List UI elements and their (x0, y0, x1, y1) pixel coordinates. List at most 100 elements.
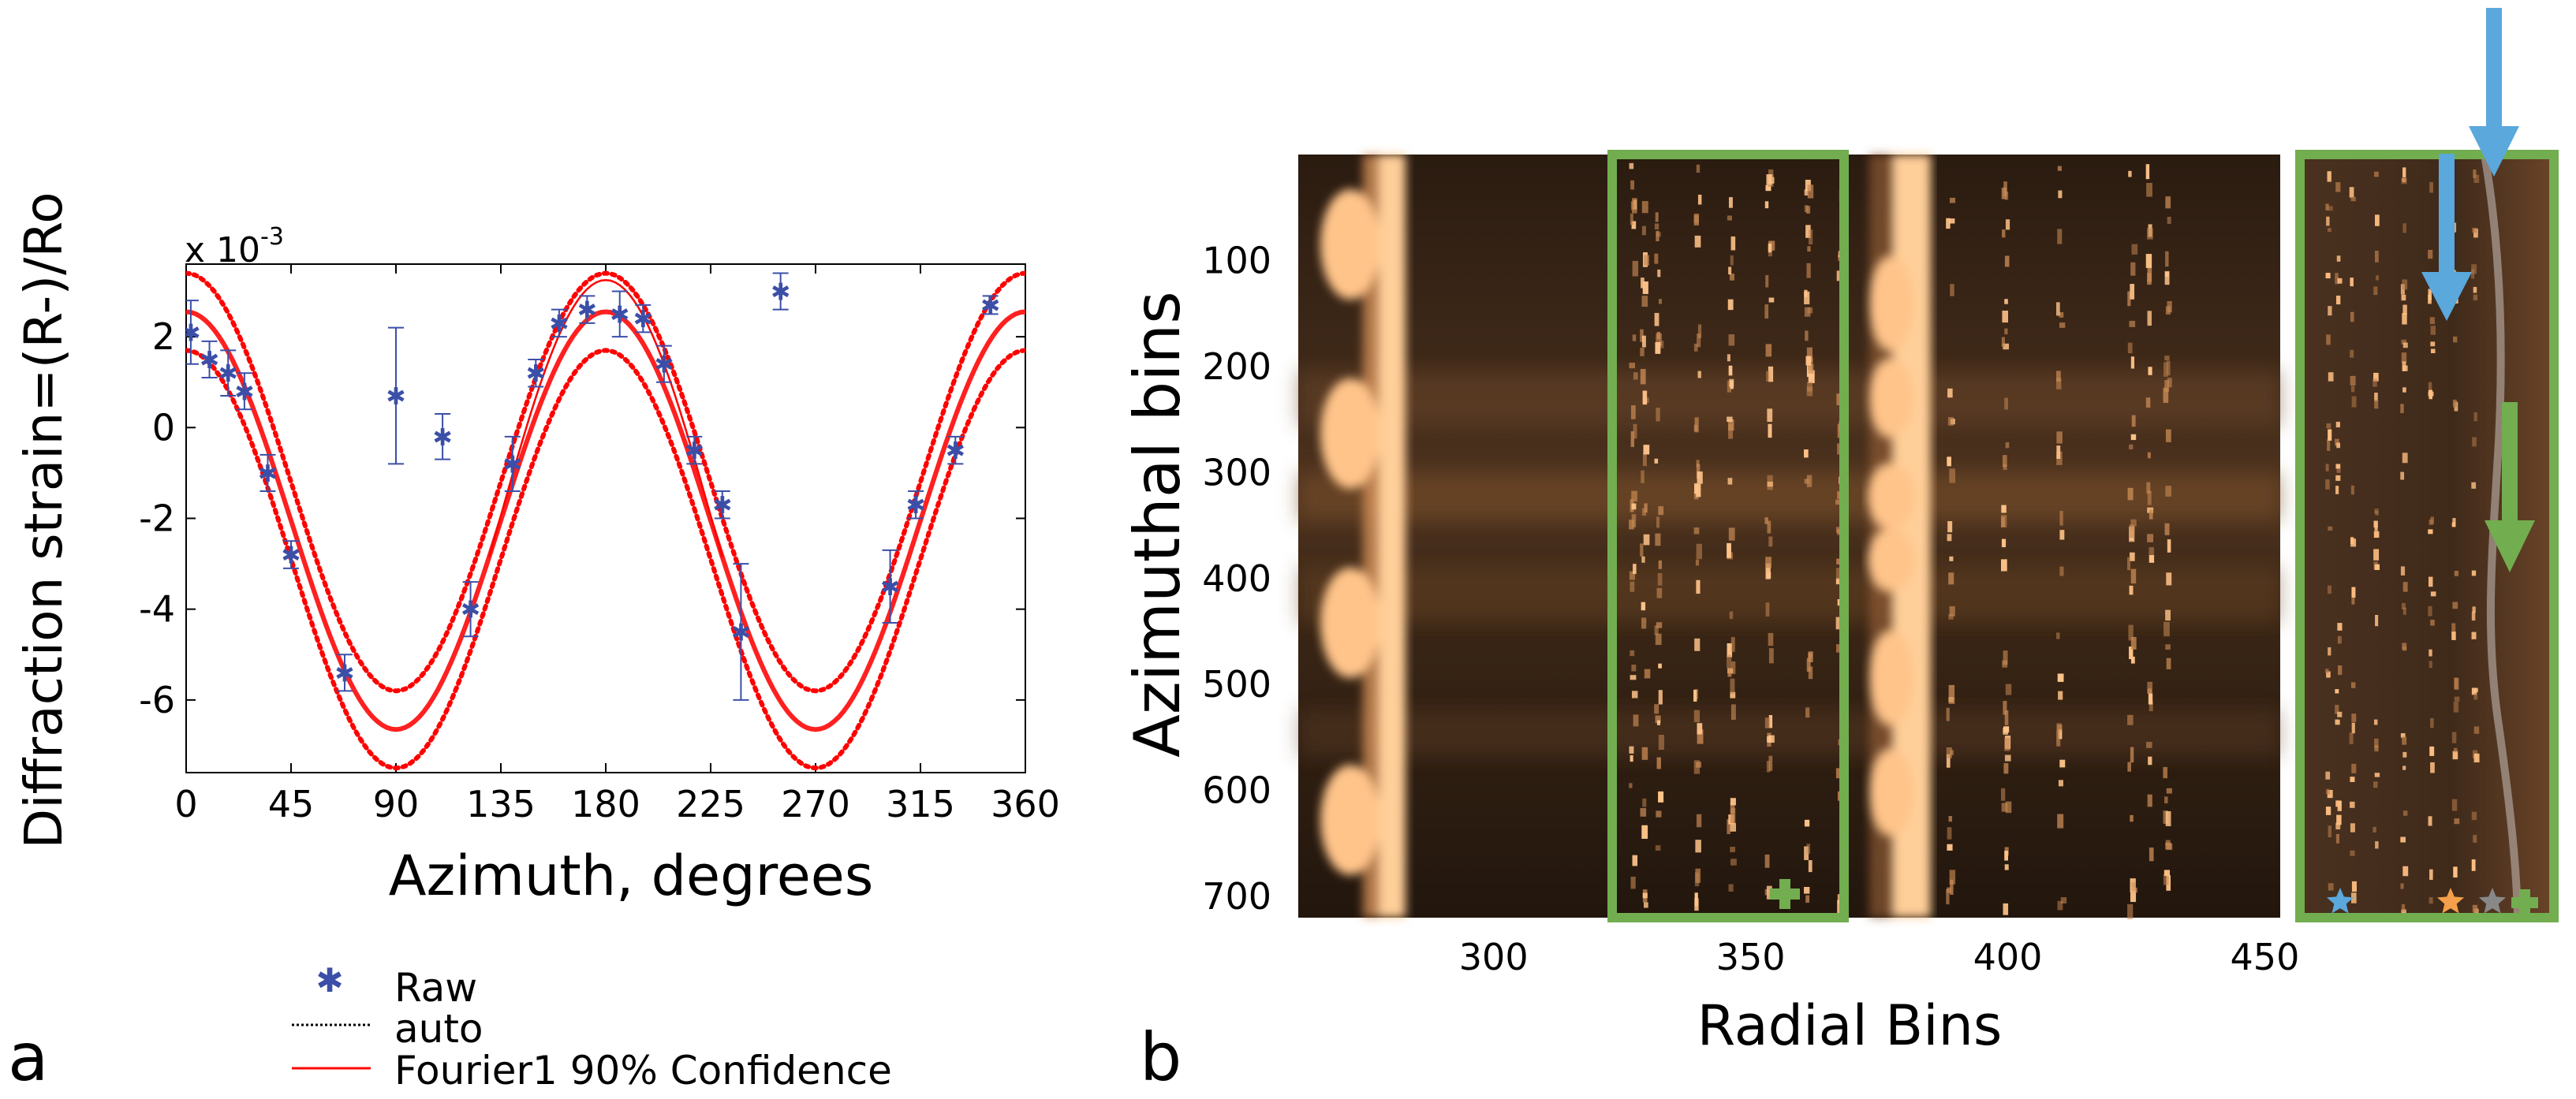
streak (1693, 690, 1697, 702)
streak (2127, 762, 2131, 772)
streak (2056, 302, 2060, 316)
streak (1804, 449, 1809, 458)
streak (2163, 621, 2170, 637)
streak (1947, 521, 1953, 533)
streak (1730, 859, 1737, 866)
streak (1948, 684, 1955, 700)
raw-point: ✱ (610, 290, 629, 338)
streak (2327, 789, 2333, 799)
streak (2149, 555, 2155, 563)
streak (1835, 617, 1840, 630)
streak (2004, 397, 2008, 410)
streak (1633, 564, 1637, 575)
streak (1696, 483, 1701, 497)
streak (2128, 170, 2132, 177)
streak (2400, 566, 2406, 576)
streak (1805, 225, 1811, 238)
streak (1729, 378, 1734, 387)
streak (2429, 317, 2435, 325)
streak (1835, 527, 1842, 533)
streak (2473, 169, 2477, 178)
streak (1697, 333, 1701, 348)
streak (2165, 486, 2171, 497)
streak (1768, 536, 1773, 547)
streak (1948, 218, 1955, 224)
streak (1727, 215, 1732, 221)
streak (2145, 254, 2152, 268)
streak (2351, 881, 2357, 892)
svg-text:✱: ✱ (334, 660, 354, 687)
streak (1697, 324, 1702, 339)
y-tick-label: -2 (139, 497, 175, 540)
streak (2335, 278, 2339, 285)
green-cross-marker-icon (2511, 889, 2538, 916)
streak (2146, 228, 2153, 240)
streak (2165, 306, 2171, 315)
streak (2430, 591, 2436, 597)
blue-star-marker-icon (2326, 888, 2354, 914)
streak (1727, 416, 1733, 423)
streak (2337, 623, 2343, 631)
streak (2130, 656, 2135, 664)
streak (2452, 399, 2457, 408)
svg-text:✱: ✱ (281, 542, 301, 570)
streak (1630, 581, 1635, 592)
streak (2336, 442, 2341, 449)
svg-text:✱: ✱ (633, 306, 653, 333)
streak (2402, 304, 2407, 315)
streak (2453, 336, 2458, 343)
streak (2328, 526, 2333, 531)
streak (1630, 405, 1636, 419)
streak (2350, 278, 2354, 287)
streak (2129, 444, 2134, 450)
streak (1657, 572, 1663, 586)
x-tick-label: 450 (2231, 936, 2300, 978)
streak (1641, 508, 1647, 516)
diffraction-ring-right (1868, 155, 1931, 918)
streak (2337, 711, 2343, 717)
streak (1808, 370, 1815, 383)
streak (2145, 741, 2152, 748)
streak (1949, 468, 1955, 483)
streak (2127, 557, 2131, 571)
streak (2335, 689, 2339, 694)
streak (1629, 363, 1635, 369)
svg-text:✱: ✱ (610, 301, 629, 329)
streak (2001, 538, 2007, 548)
streak (2473, 726, 2480, 734)
streak (2452, 751, 2458, 760)
svg-text:✱: ✱ (549, 311, 569, 338)
streak (2454, 696, 2460, 702)
streak (1947, 416, 1954, 426)
streak (2003, 728, 2009, 735)
streak (1630, 201, 1635, 210)
streak (2148, 756, 2152, 766)
streak (2130, 568, 2137, 584)
streak (1730, 822, 1736, 832)
streak (2147, 452, 2151, 459)
streak (2335, 833, 2340, 844)
x-tick-label: 180 (571, 783, 640, 825)
streak (2130, 356, 2135, 369)
streak (2325, 273, 2331, 279)
streak (2005, 442, 2010, 449)
streak (2430, 348, 2436, 353)
x-tick-label: 400 (1973, 936, 2043, 978)
streak (2059, 322, 2066, 328)
streak (2336, 814, 2342, 825)
y-tick-label: -4 (139, 588, 175, 631)
streak (1631, 490, 1637, 502)
streak (1629, 162, 1634, 170)
streak (2146, 482, 2151, 494)
streak (2059, 530, 2065, 540)
streak (2002, 229, 2006, 238)
streak (2428, 605, 2432, 617)
heatmap-background (1298, 155, 2280, 918)
green-arrow-icon (2485, 402, 2535, 572)
raw-point: ✱ (258, 453, 278, 492)
panel-a-chart: ✱✱✱✱✱✱✱✱✱✱✱✱✱ ✱ ✱ ✱✱✱✱✱✱✱✱✱✱ 0 45 90 135 180 225… (8, 192, 1060, 1096)
streak (2165, 842, 2171, 850)
streak (1656, 333, 1662, 346)
streak (1697, 723, 1703, 735)
streak (2164, 271, 2169, 278)
